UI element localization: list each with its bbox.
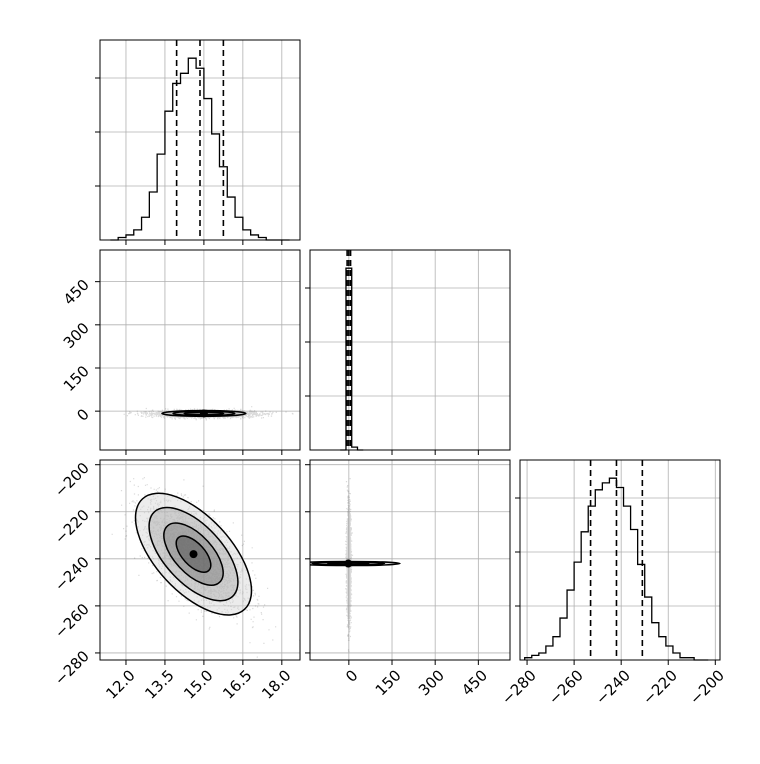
panel-2-1: 0 150 300 450 xyxy=(60,249,301,455)
xtick-label-1-2: 15.0 xyxy=(180,666,216,702)
histogram-3 xyxy=(524,477,709,661)
panel-frame-1-1 xyxy=(99,39,301,241)
ytick-label-3-3: −220 xyxy=(51,506,93,548)
histogram-1 xyxy=(110,57,290,241)
contour-1-3-2 xyxy=(148,506,239,602)
xtick-label-2-2: 300 xyxy=(415,666,448,699)
xtick-label-3-4: −200 xyxy=(686,666,728,708)
xtick-label-2-1: 150 xyxy=(372,666,405,699)
contour-1-3-0 xyxy=(175,535,212,573)
xtick-label-2-3: 450 xyxy=(458,666,491,699)
contour-1-3-1 xyxy=(163,522,224,586)
panel-2-2 xyxy=(305,249,511,455)
joint-2-3 xyxy=(310,478,401,653)
scatter-points-1-3 xyxy=(111,477,300,658)
xtick-label-1-4: 18.0 xyxy=(258,666,294,702)
panel-frame-3-2 xyxy=(309,459,511,661)
ytick-label-3-2: −240 xyxy=(51,553,93,595)
density-peak-1-3 xyxy=(189,550,198,559)
xtick-label-1-1: 13.5 xyxy=(141,666,177,702)
joint-1-3 xyxy=(111,477,300,658)
ytick-label-3-4: −200 xyxy=(51,459,93,501)
ytick-label-2-2: 300 xyxy=(60,319,93,352)
xtick-label-3-1: −260 xyxy=(545,666,587,708)
ytick-label-2-3: 450 xyxy=(60,276,93,309)
joint-1-2 xyxy=(123,406,294,421)
panel-3-1: 12.0 13.5 15.0 16.5 18.0 −280 −260 −240 −220 −200 xyxy=(51,459,301,703)
panel-frame-2-2 xyxy=(309,249,511,451)
panel-frame-3-1 xyxy=(99,459,301,661)
xtick-label-3-3: −220 xyxy=(639,666,681,708)
ytick-label-3-0: −280 xyxy=(51,647,93,689)
ytick-label-3-1: −260 xyxy=(51,600,93,642)
panel-3-3: −280 −260 −240 −220 −200 xyxy=(498,459,728,708)
density-peak-2-3 xyxy=(344,559,353,568)
contour-1-3-3 xyxy=(134,492,253,616)
panel-3-2: 0 150 300 450 xyxy=(305,459,511,699)
panel-frame-3-3 xyxy=(519,459,721,661)
ytick-label-2-1: 150 xyxy=(60,362,93,395)
panel-1-1 xyxy=(95,39,301,245)
panel-frame-2-1 xyxy=(99,249,301,451)
histogram-2 xyxy=(340,267,364,451)
density-peak-1-2 xyxy=(199,409,208,418)
scatter-points-1-2 xyxy=(123,406,294,421)
xtick-label-1-0: 12.0 xyxy=(102,666,138,702)
xtick-label-2-0: 0 xyxy=(342,666,361,685)
xtick-label-1-3: 16.5 xyxy=(219,666,255,702)
xtick-label-3-0: −280 xyxy=(498,666,540,708)
ytick-label-2-0: 0 xyxy=(73,405,92,424)
xtick-label-3-2: −240 xyxy=(592,666,634,708)
